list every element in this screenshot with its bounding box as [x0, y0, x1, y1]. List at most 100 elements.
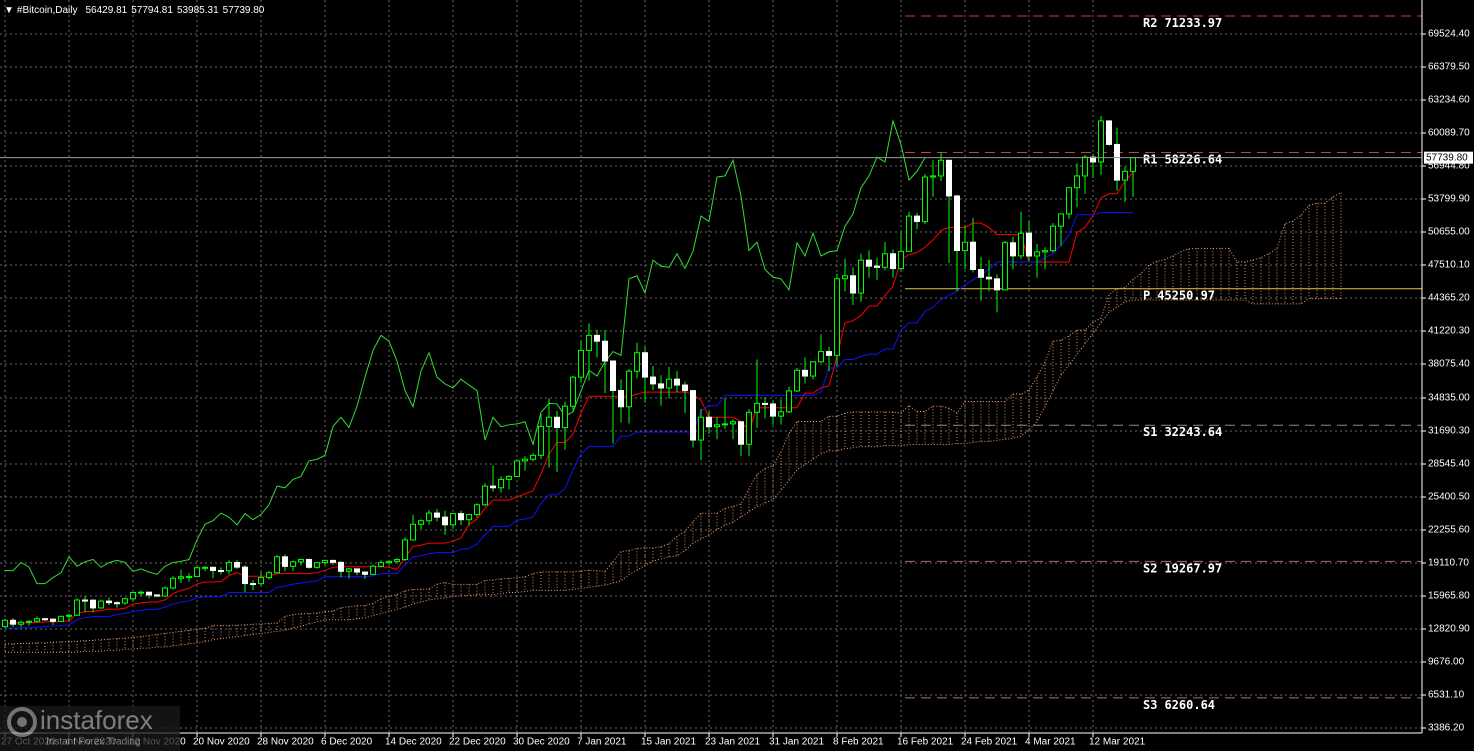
- candle-body: [722, 423, 728, 426]
- candle-body: [626, 370, 632, 408]
- y-tick-label: 56944.80: [1428, 161, 1470, 172]
- candle-body: [426, 512, 432, 522]
- candle-body: [850, 275, 856, 294]
- candle-body: [546, 416, 552, 427]
- candle-body: [642, 352, 648, 378]
- candle-body: [226, 561, 232, 572]
- candle-body: [1066, 187, 1072, 215]
- candle-body: [738, 421, 744, 445]
- y-tick-label: 47510.10: [1428, 260, 1470, 271]
- pivot-name: S2: [1143, 561, 1157, 575]
- candle-body: [154, 594, 160, 597]
- x-tick-label: 4 Mar 2021: [1025, 737, 1076, 748]
- candle-body: [402, 539, 408, 561]
- candle-body: [186, 576, 192, 579]
- y-tick-label: 60089.70: [1428, 128, 1470, 139]
- candle-body: [378, 562, 384, 567]
- candle-body: [1050, 225, 1056, 252]
- candle-body: [418, 520, 424, 525]
- candle-body: [810, 361, 816, 377]
- candle-body: [410, 523, 416, 541]
- candle-body: [354, 568, 360, 573]
- candle-body: [282, 556, 288, 567]
- candle-body: [858, 259, 864, 294]
- y-tick-label: 41220.30: [1428, 326, 1470, 337]
- x-tick-label: 7 Jan 2021: [577, 737, 627, 748]
- candle-body: [1026, 232, 1032, 257]
- candle-body: [898, 250, 904, 270]
- candle-body: [818, 351, 824, 363]
- candle-body: [586, 334, 592, 351]
- candle-layer: [2, 116, 1136, 629]
- candle-body: [554, 416, 560, 429]
- candle-body: [474, 504, 480, 516]
- candle-body: [498, 478, 504, 489]
- candle-body: [202, 566, 208, 569]
- candle-body: [258, 577, 264, 585]
- candle-body: [1002, 242, 1008, 291]
- candle-body: [1010, 242, 1016, 257]
- candle-body: [674, 378, 680, 386]
- candle-body: [50, 618, 56, 622]
- candle-body: [10, 619, 16, 625]
- candle-body: [666, 378, 672, 389]
- y-tick-label: 6531.10: [1428, 690, 1465, 701]
- pivot-value: 58226.64: [1164, 152, 1222, 166]
- watermark-logo: [7, 707, 37, 737]
- candle-body: [730, 421, 736, 425]
- candle-body: [522, 458, 528, 462]
- indicator-line: [5, 212, 1133, 629]
- line-layer: [4, 118, 1134, 629]
- candle-body: [514, 460, 520, 477]
- y-tick-label: 9676.00: [1428, 657, 1465, 668]
- candle-body: [1098, 120, 1104, 163]
- indicator-line: [4, 118, 926, 585]
- candle-body: [482, 485, 488, 506]
- pivot-label: R2 71233.97: [1143, 16, 1222, 30]
- candle-body: [530, 454, 536, 460]
- candle-body: [122, 598, 128, 604]
- y-tick-label: 22255.60: [1428, 525, 1470, 536]
- candle-body: [82, 599, 88, 602]
- watermark-tagline: Instant Forex Trading: [46, 737, 141, 748]
- candle-body: [578, 349, 584, 378]
- pivot-value: 19267.97: [1164, 561, 1222, 575]
- header: ▼ #Bitcoin,Daily 56429.81 57794.81 53985.31 5…: [4, 5, 265, 16]
- candle-body: [290, 561, 296, 567]
- candle-body: [618, 389, 624, 408]
- candle-body: [938, 159, 944, 177]
- candle-body: [610, 360, 616, 391]
- candle-body: [114, 602, 120, 605]
- candle-body: [946, 159, 952, 197]
- symbol: #Bitcoin,Daily: [17, 5, 78, 16]
- candle-body: [890, 253, 896, 270]
- candle-body: [2, 619, 8, 627]
- candle-body: [650, 376, 656, 385]
- candle-body: [906, 215, 912, 252]
- cloud-edge: [5, 298, 1341, 653]
- candle-body: [658, 383, 664, 389]
- candle-body: [66, 614, 72, 617]
- candle-body: [394, 559, 400, 562]
- watermark-brand: instaforex: [40, 705, 153, 735]
- candle-body: [442, 516, 448, 526]
- candle-body: [746, 411, 752, 445]
- candle-body: [834, 278, 840, 356]
- candle-body: [346, 568, 352, 572]
- candle-body: [1106, 120, 1112, 145]
- candle-body: [962, 241, 968, 252]
- pivot-name: S1: [1143, 425, 1157, 439]
- x-tick-label: 15 Jan 2021: [641, 737, 696, 748]
- candle-body: [1034, 251, 1040, 257]
- indicator-line: [4, 172, 1134, 624]
- y-tick-label: 3386.20: [1428, 723, 1465, 734]
- candle-body: [98, 600, 104, 609]
- y-tick-label: 38075.40: [1428, 359, 1470, 370]
- candle-body: [826, 351, 832, 356]
- candle-body: [298, 558, 304, 563]
- x-tick-label: 30 Dec 2020: [513, 737, 570, 748]
- candle-body: [1018, 232, 1024, 257]
